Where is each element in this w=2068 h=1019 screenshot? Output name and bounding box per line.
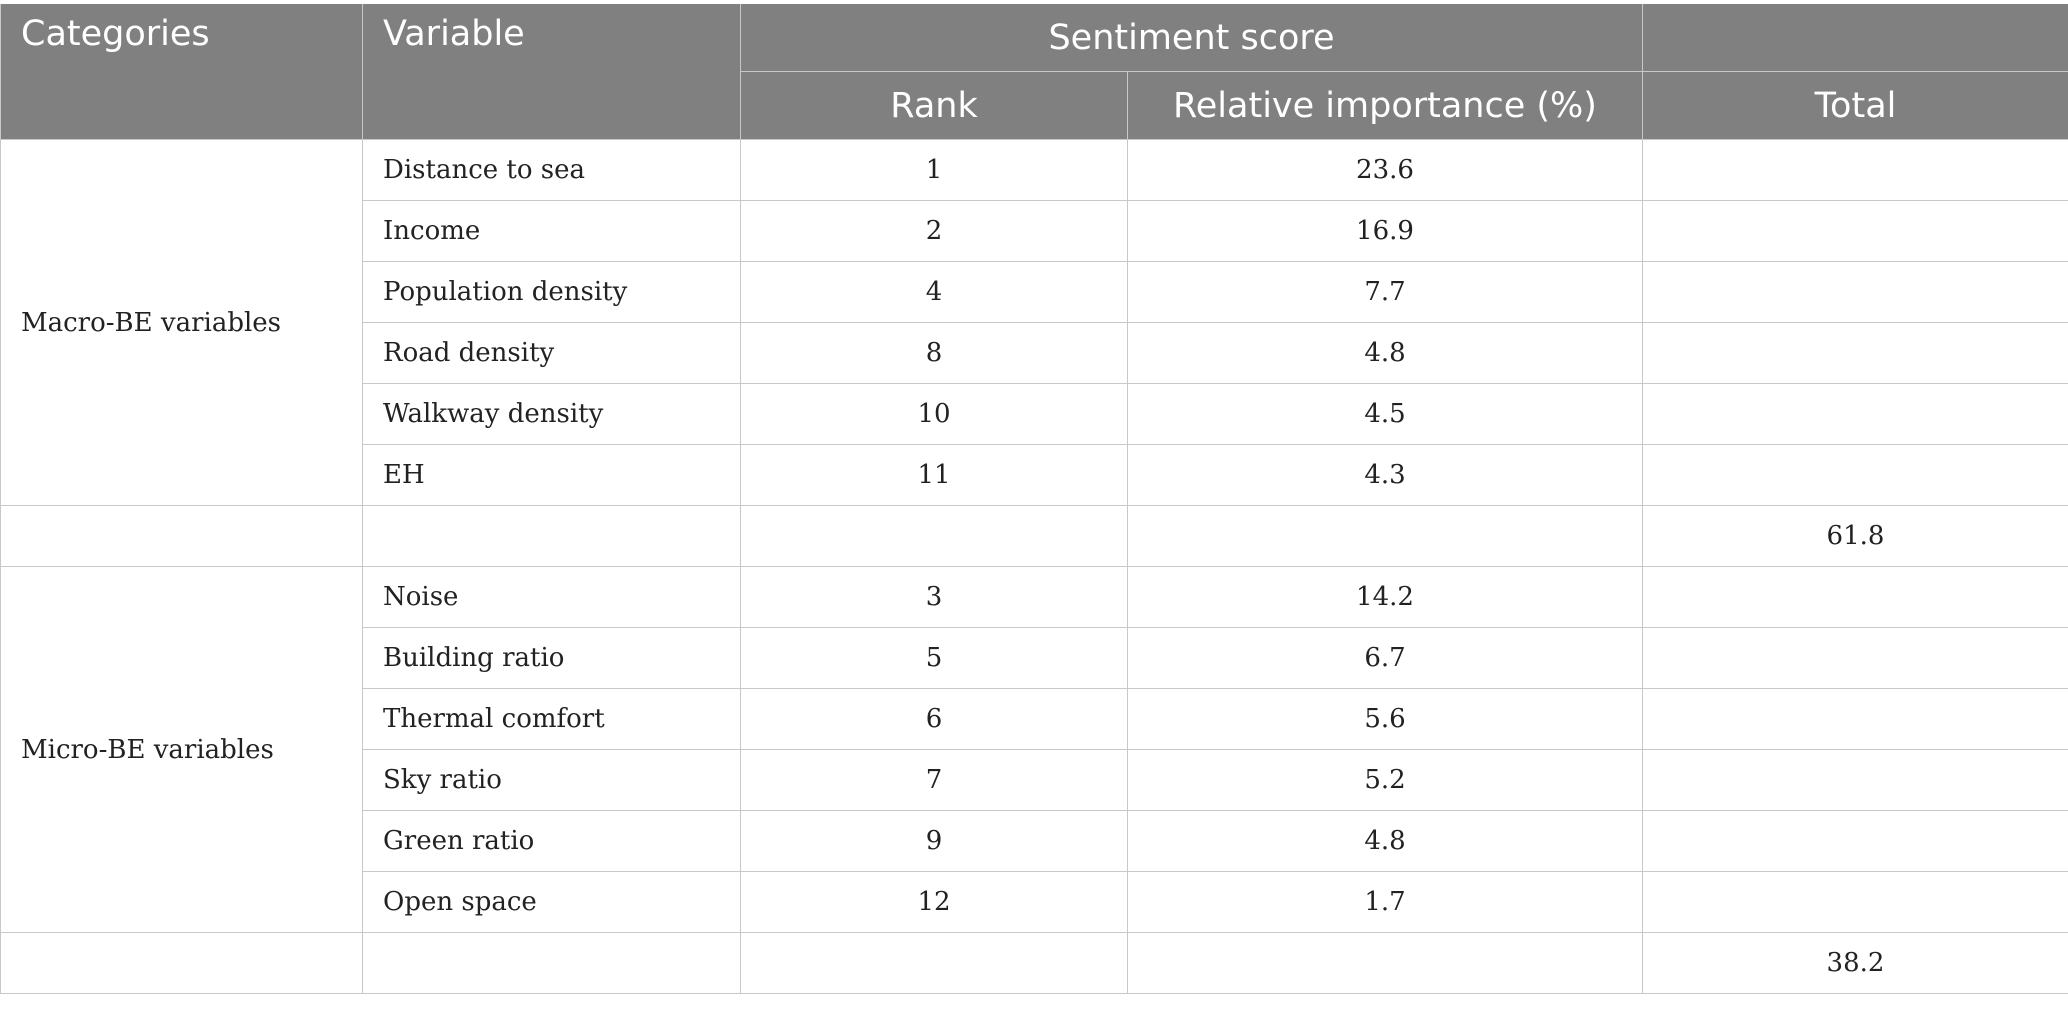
empty-cell xyxy=(740,932,1128,994)
header-variable: Variable xyxy=(362,4,741,140)
table-row: Building ratio 5 6.7 xyxy=(1,627,2068,689)
table-row: Green ratio 9 4.8 xyxy=(1,810,2068,872)
rank-cell: 7 xyxy=(740,749,1128,811)
importance-cell: 14.2 xyxy=(1127,566,1643,628)
variable-cell: Population density xyxy=(362,261,741,323)
total-cell xyxy=(1642,749,2068,811)
importance-cell: 7.7 xyxy=(1127,261,1643,323)
variable-cell: Building ratio xyxy=(362,627,741,689)
table-row: Road density 8 4.8 xyxy=(1,322,2068,384)
importance-cell: 1.7 xyxy=(1127,871,1643,933)
table-row: Macro-BE variables Distance to sea 1 23.… xyxy=(0,139,2068,506)
category-cell: Macro-BE variables xyxy=(0,139,363,506)
importance-cell: 5.2 xyxy=(1127,749,1643,811)
empty-cell xyxy=(362,505,741,567)
importance-cell: 23.6 xyxy=(1127,139,1643,201)
table-row: Walkway density 10 4.5 xyxy=(1,383,2068,445)
rank-cell: 5 xyxy=(740,627,1128,689)
relative-importance-table: Categories Variable Sentiment score Rank… xyxy=(0,4,2068,994)
empty-cell xyxy=(0,505,363,567)
empty-cell xyxy=(1127,932,1643,994)
rank-cell: 11 xyxy=(740,444,1128,506)
total-cell xyxy=(1642,627,2068,689)
rank-cell: 8 xyxy=(740,322,1128,384)
variable-cell: Green ratio xyxy=(362,810,741,872)
importance-cell: 4.5 xyxy=(1127,383,1643,445)
importance-cell: 4.3 xyxy=(1127,444,1643,506)
total-cell xyxy=(1642,566,2068,628)
total-cell xyxy=(1642,383,2068,445)
empty-cell xyxy=(362,932,741,994)
variable-cell: EH xyxy=(362,444,741,506)
table-row: EH 11 4.3 xyxy=(1,444,2068,506)
variable-cell: Thermal comfort xyxy=(362,688,741,750)
header-empty xyxy=(1642,4,2068,72)
rank-cell: 2 xyxy=(740,200,1128,262)
variable-cell: Income xyxy=(362,200,741,262)
variable-cell: Road density xyxy=(362,322,741,384)
rank-cell: 12 xyxy=(740,871,1128,933)
empty-cell xyxy=(1127,505,1643,567)
subtotal-row: 61.8 xyxy=(0,505,2068,567)
rank-cell: 9 xyxy=(740,810,1128,872)
table-row: Open space 12 1.7 xyxy=(1,871,2068,933)
header-categories: Categories xyxy=(0,4,363,140)
rank-cell: 6 xyxy=(740,688,1128,750)
variable-cell: Distance to sea xyxy=(362,139,741,201)
empty-cell xyxy=(0,932,363,994)
total-cell xyxy=(1642,688,2068,750)
importance-cell: 4.8 xyxy=(1127,810,1643,872)
empty-cell xyxy=(740,505,1128,567)
importance-cell: 4.8 xyxy=(1127,322,1643,384)
table-row: Sky ratio 7 5.2 xyxy=(1,749,2068,811)
table-row: Population density 4 7.7 xyxy=(1,261,2068,323)
total-cell xyxy=(1642,322,2068,384)
rank-cell: 4 xyxy=(740,261,1128,323)
table-row: Micro-BE variables Noise 3 14.2 xyxy=(0,566,2068,933)
importance-cell: 6.7 xyxy=(1127,627,1643,689)
header-rank: Rank xyxy=(740,71,1128,140)
total-cell xyxy=(1642,261,2068,323)
variable-cell: Sky ratio xyxy=(362,749,741,811)
total-cell xyxy=(1642,444,2068,506)
table-row: Thermal comfort 6 5.6 xyxy=(1,688,2068,750)
rank-cell: 10 xyxy=(740,383,1128,445)
category-cell: Micro-BE variables xyxy=(0,566,363,933)
importance-cell: 5.6 xyxy=(1127,688,1643,750)
total-cell xyxy=(1642,810,2068,872)
rank-cell: 1 xyxy=(740,139,1128,201)
group-total-cell: 38.2 xyxy=(1642,932,2068,994)
header-relative-importance: Relative importance (%) xyxy=(1127,71,1643,140)
header-total: Total xyxy=(1642,71,2068,140)
rank-cell: 3 xyxy=(740,566,1128,628)
group-total-cell: 61.8 xyxy=(1642,505,2068,567)
subtotal-row: 38.2 xyxy=(0,932,2068,994)
total-cell xyxy=(1642,139,2068,201)
variable-cell: Open space xyxy=(362,871,741,933)
total-cell xyxy=(1642,200,2068,262)
header-sentiment-score: Sentiment score xyxy=(740,4,1643,72)
table-row: Income 2 16.9 xyxy=(1,200,2068,262)
variable-cell: Noise xyxy=(362,566,741,628)
total-cell xyxy=(1642,871,2068,933)
variable-cell: Walkway density xyxy=(362,383,741,445)
importance-cell: 16.9 xyxy=(1127,200,1643,262)
